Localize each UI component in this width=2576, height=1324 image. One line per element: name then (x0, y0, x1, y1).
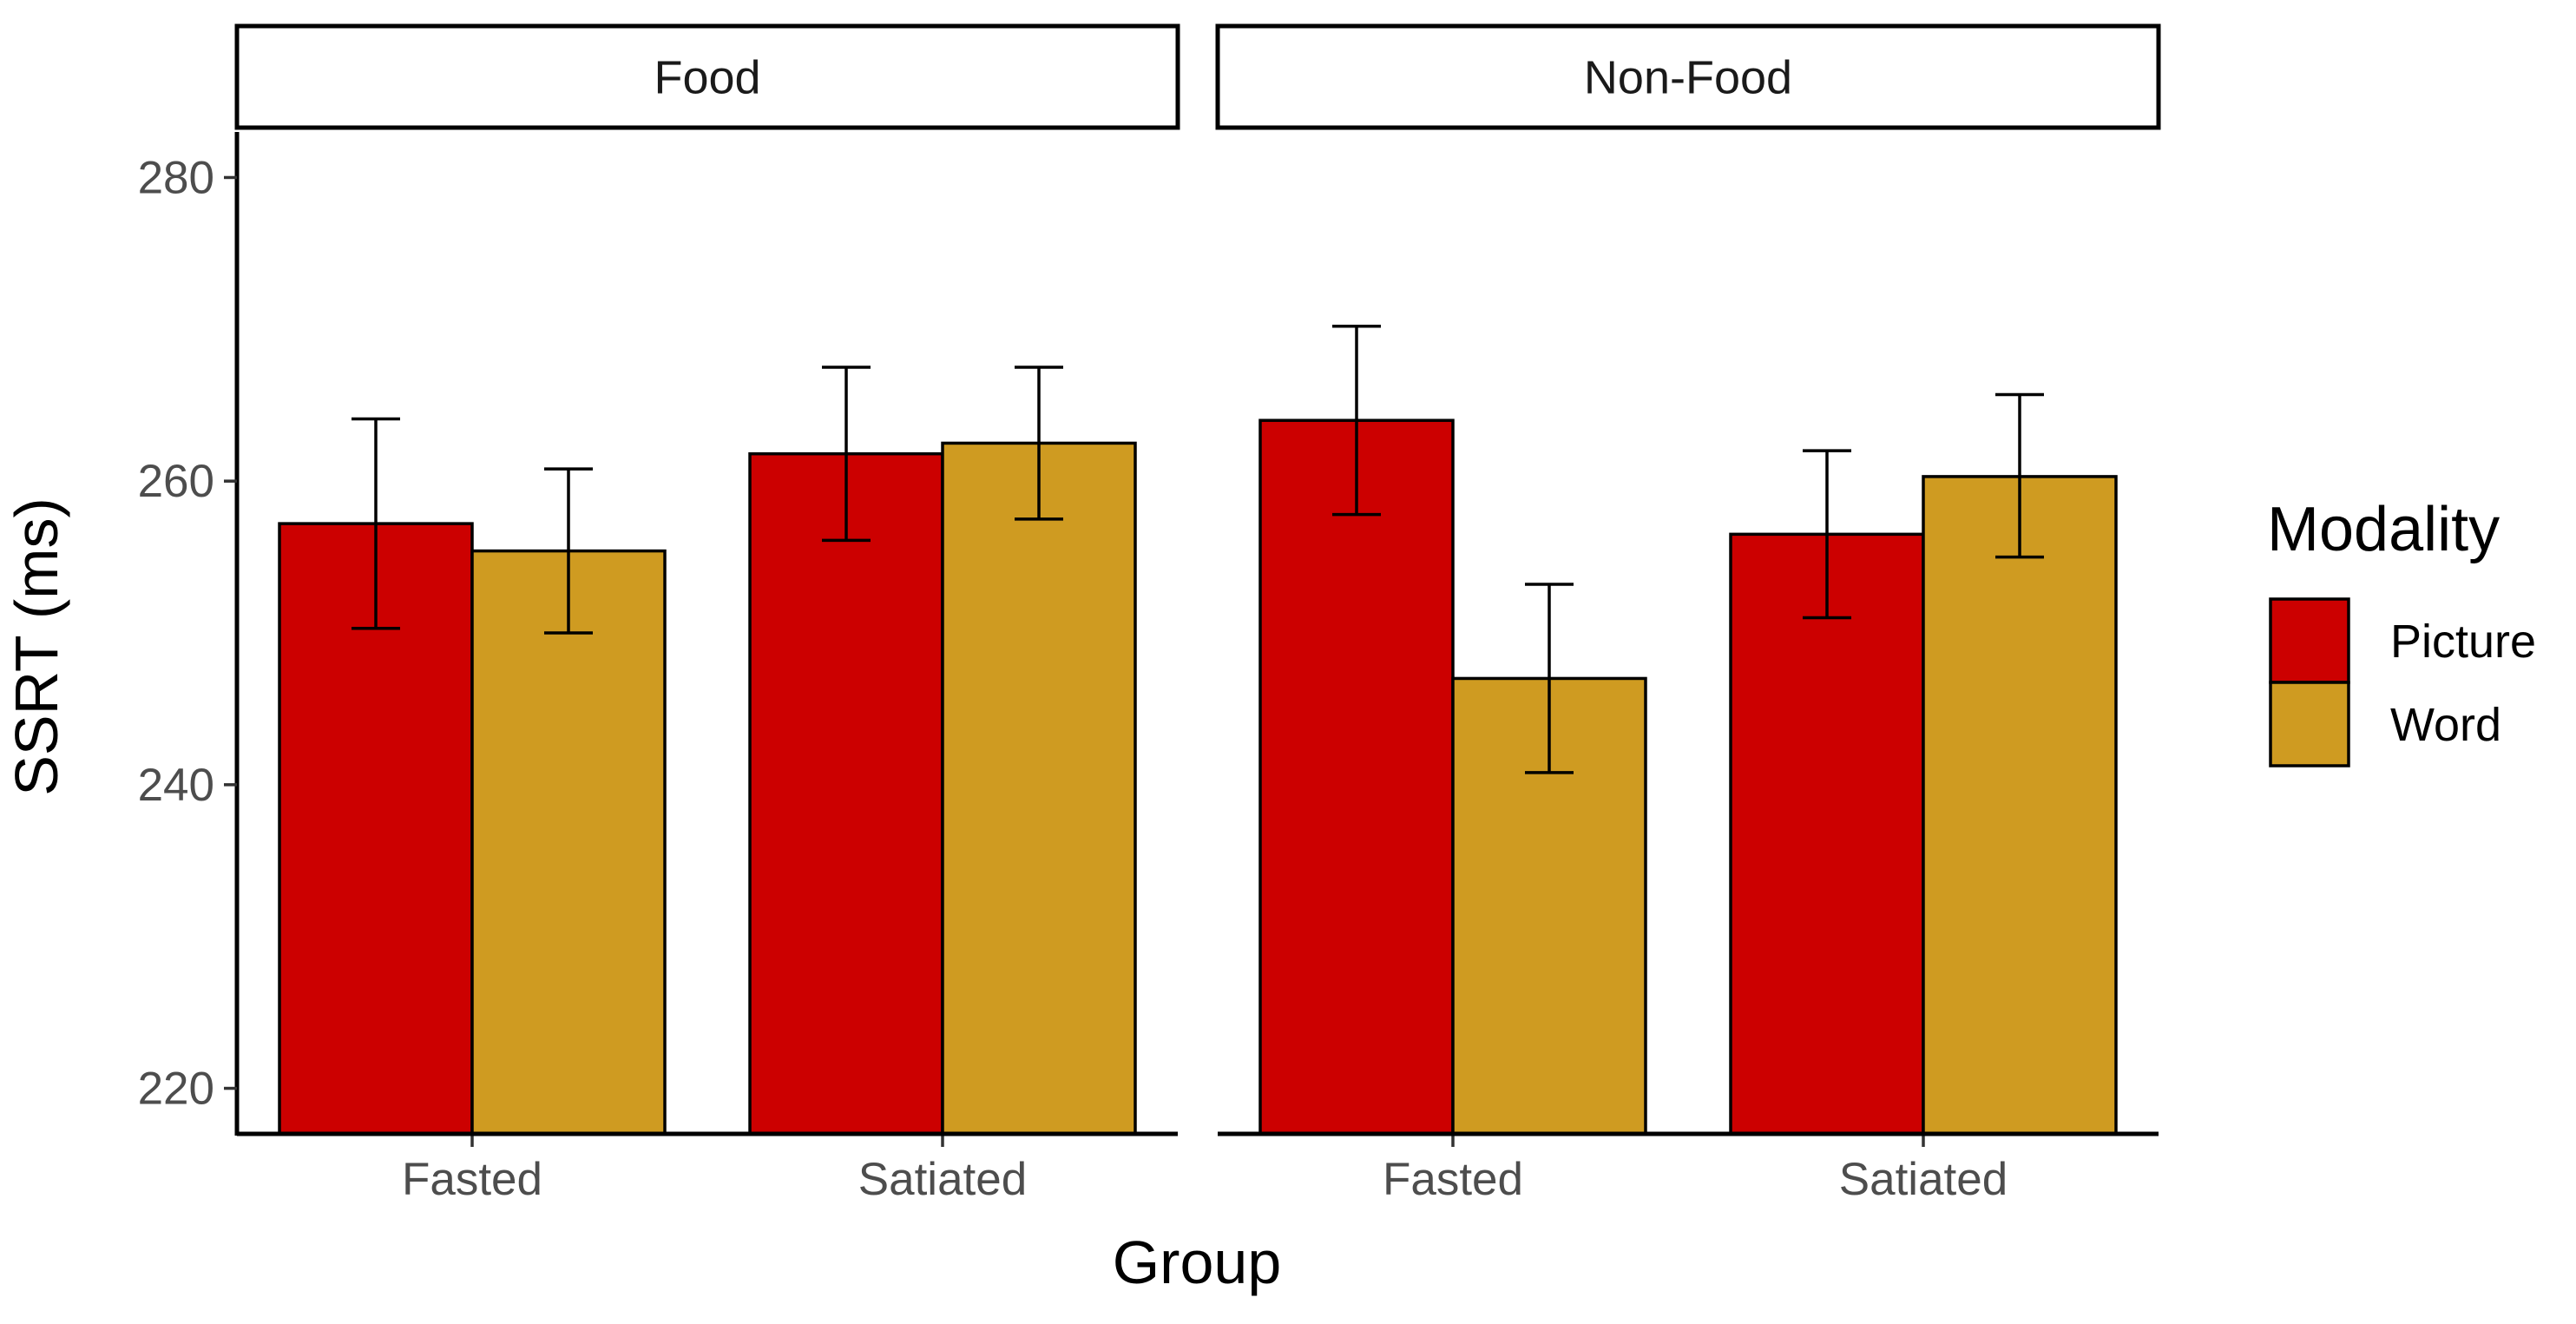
bar-non-food-fasted-picture (1258, 418, 1455, 1136)
x-tick-label: Satiated (1839, 1154, 2008, 1205)
x-tick-label: Fasted (1383, 1154, 1523, 1205)
legend-label-word: Word (2390, 699, 2501, 751)
bar-non-food-satiated-word (1922, 475, 2118, 1136)
panel-strip-label: Food (654, 52, 760, 104)
legend-label-picture: Picture (2390, 616, 2536, 668)
panel-strip (234, 23, 1180, 130)
y-tick-label: 240 (138, 760, 214, 811)
y-tick-label: 280 (138, 152, 214, 203)
error-bar (1332, 325, 1381, 517)
error-bar (1015, 366, 1063, 521)
error-bars-layer (352, 325, 2044, 774)
bars-layer (278, 418, 2118, 1136)
legend: Modality Picture Word (2267, 495, 2536, 767)
error-bar (544, 467, 593, 635)
bar-non-food-satiated-picture (1729, 532, 1925, 1136)
panel-strip-label: Non-Food (1584, 52, 1792, 104)
y-tick-label: 260 (138, 456, 214, 507)
panel-strip (1215, 23, 2161, 130)
x-tick-label: Fasted (402, 1154, 542, 1205)
axes-layer: Fasted Satiated Fasted Satiated 220 240 260 280 (138, 132, 2159, 1205)
y-axis-title: SSRT (ms) (3, 497, 70, 796)
x-axis-title: Group (1113, 1228, 1282, 1296)
y-tick-label: 220 (138, 1064, 214, 1115)
error-bar (1525, 583, 1574, 774)
error-bar (1995, 392, 2044, 559)
bar-food-fasted-word (470, 549, 667, 1136)
error-bar (822, 366, 871, 543)
error-bar (1803, 449, 1851, 620)
bar-food-satiated-picture (748, 451, 944, 1136)
panel-strips: Food Non-Food (234, 23, 2161, 130)
legend-key-word (2269, 681, 2350, 767)
legend-title: Modality (2267, 495, 2500, 564)
x-tick-label: Satiated (858, 1154, 1027, 1205)
bar-food-satiated-word (941, 441, 1137, 1136)
error-bar (352, 417, 400, 630)
legend-key-picture (2269, 597, 2350, 684)
